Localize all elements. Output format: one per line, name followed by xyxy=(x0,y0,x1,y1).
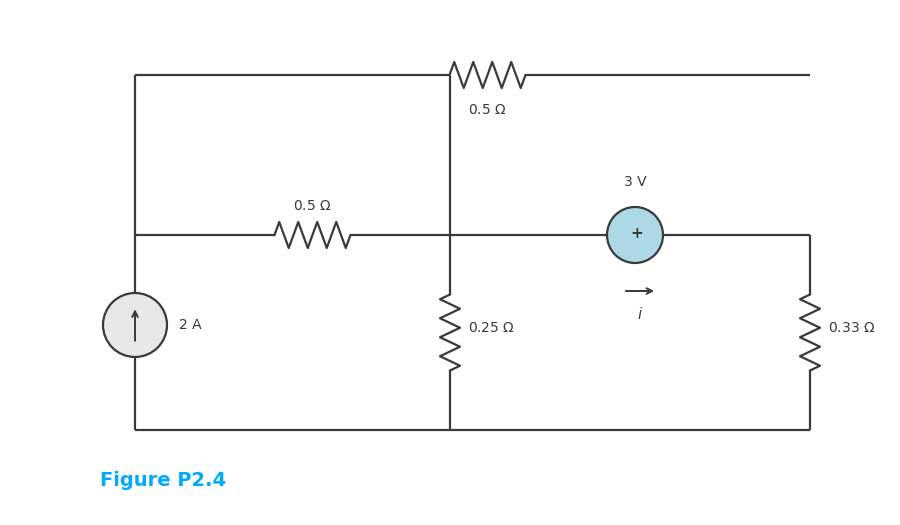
Circle shape xyxy=(607,207,663,263)
Circle shape xyxy=(103,293,167,357)
Text: 0.5 $\Omega$: 0.5 $\Omega$ xyxy=(468,103,507,117)
Text: +: + xyxy=(631,226,644,240)
Text: $i$: $i$ xyxy=(637,306,643,322)
Text: 0.33 $\Omega$: 0.33 $\Omega$ xyxy=(828,320,876,334)
Text: 0.25 $\Omega$: 0.25 $\Omega$ xyxy=(468,320,515,334)
Text: 2 A: 2 A xyxy=(179,318,202,332)
Text: Figure P2.4: Figure P2.4 xyxy=(100,471,226,490)
Text: 3 V: 3 V xyxy=(624,175,646,189)
Text: 0.5 $\Omega$: 0.5 $\Omega$ xyxy=(293,199,332,213)
